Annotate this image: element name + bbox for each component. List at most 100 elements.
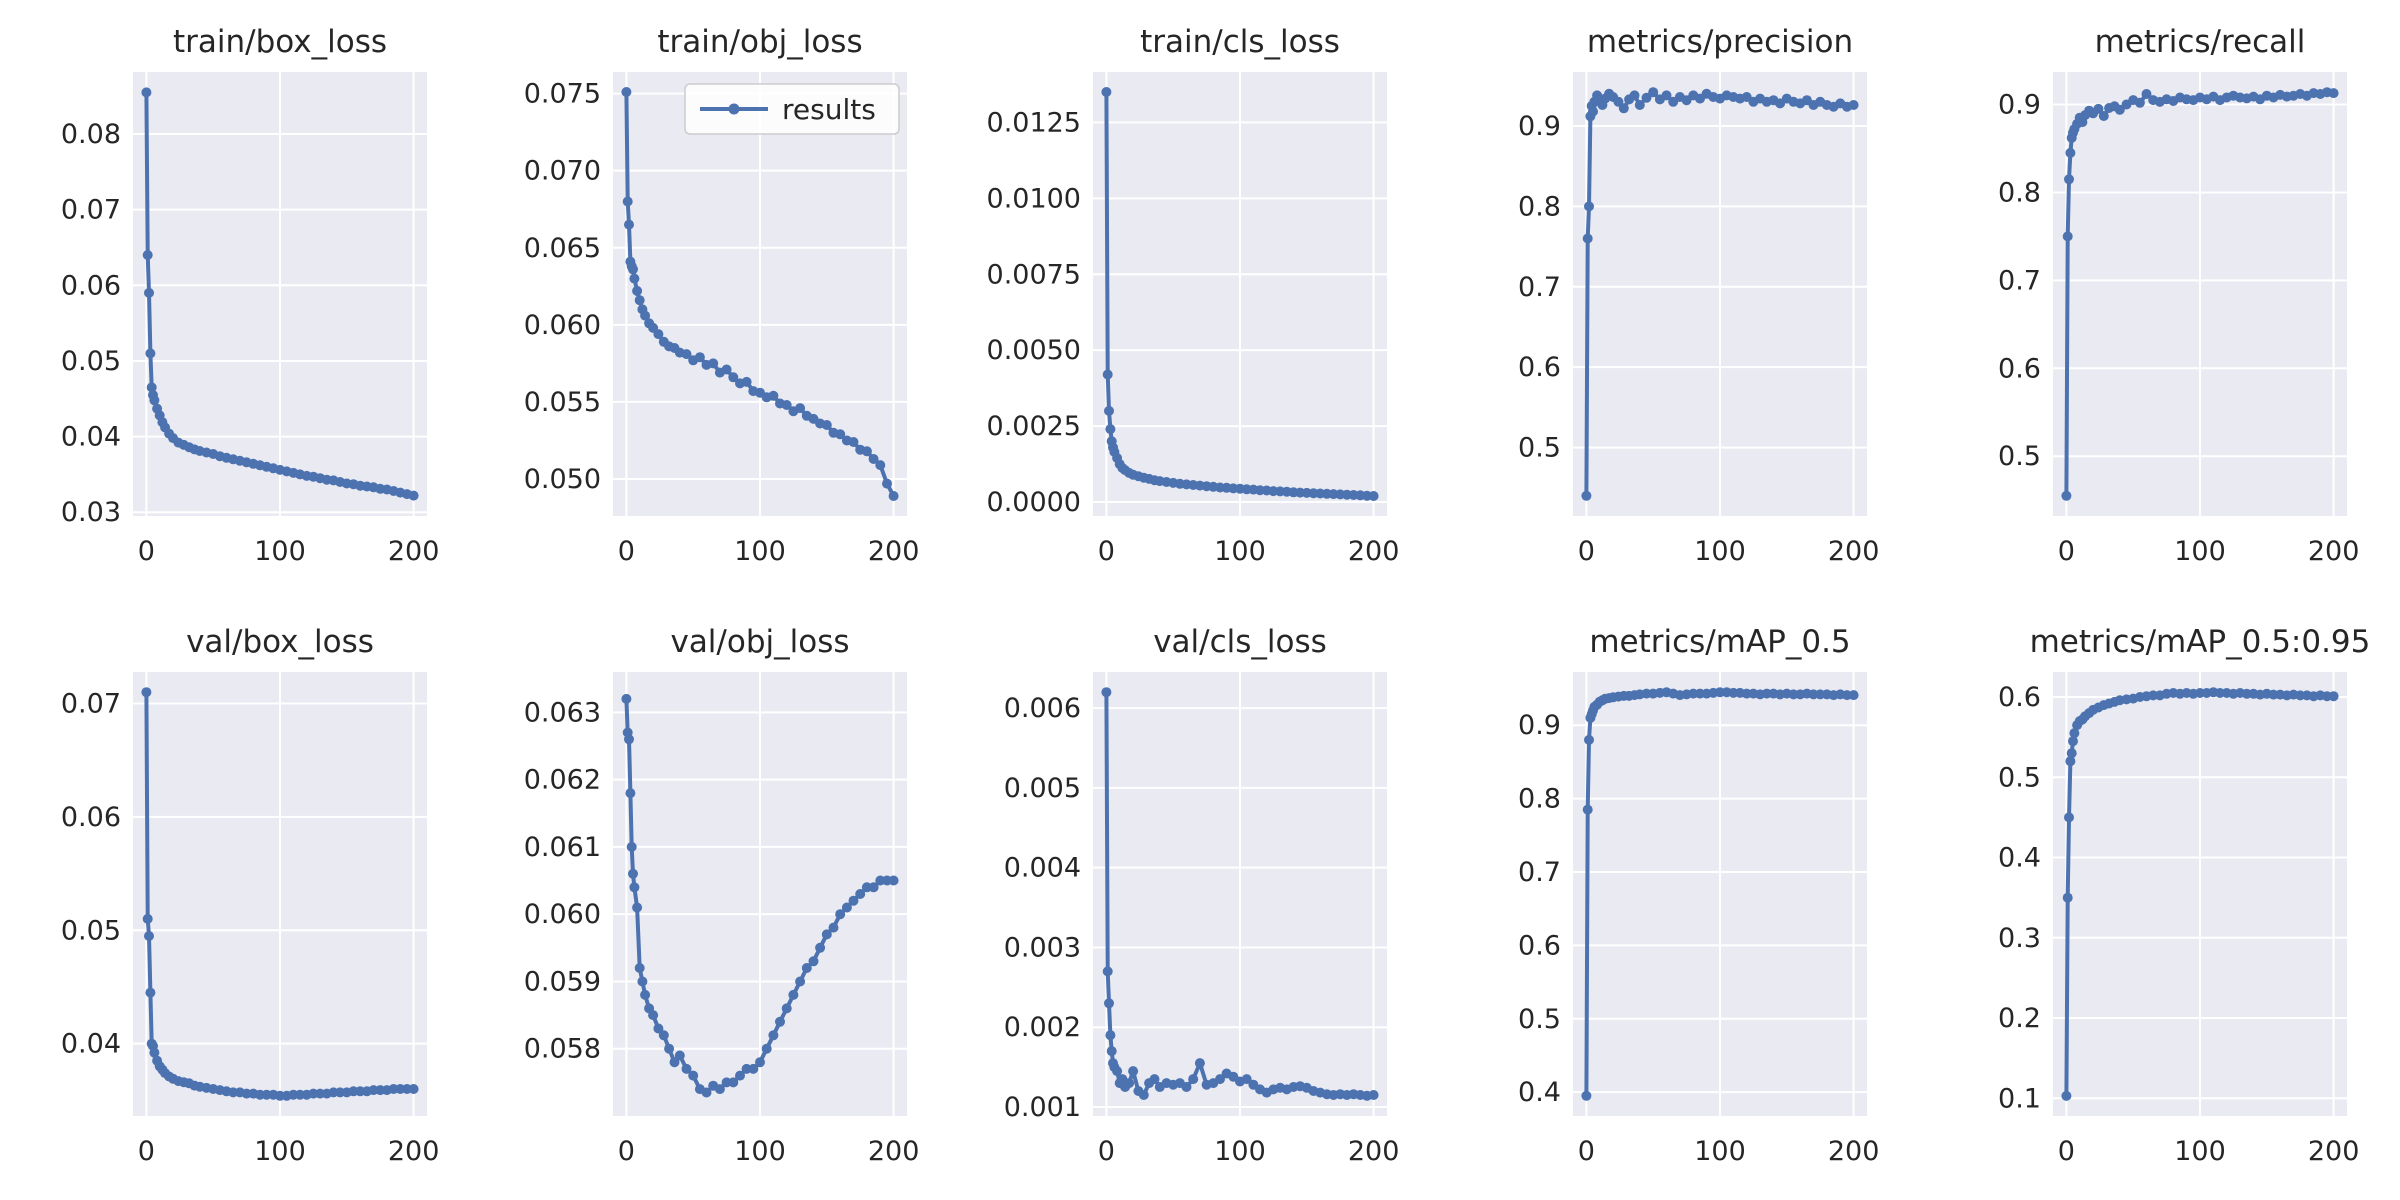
y-tick-label: 0.07 bbox=[61, 195, 121, 226]
data-point bbox=[781, 400, 792, 410]
x-tick-label: 200 bbox=[1348, 1136, 1400, 1167]
data-point bbox=[1104, 405, 1114, 416]
chart-title: val/obj_loss bbox=[670, 624, 849, 660]
y-tick-label: 0.4 bbox=[1518, 1077, 1561, 1108]
chart-title: metrics/mAP_0.5:0.95 bbox=[2030, 624, 2371, 660]
data-point bbox=[848, 437, 859, 447]
x-tick-label: 200 bbox=[1828, 1136, 1880, 1167]
x-tick-label: 0 bbox=[138, 536, 155, 567]
data-point bbox=[1101, 687, 1112, 698]
data-point bbox=[2064, 174, 2074, 185]
y-tick-label: 0.2 bbox=[1998, 1003, 2041, 1034]
x-tick-label: 0 bbox=[1578, 1136, 1595, 1167]
y-tick-label: 0.002 bbox=[1004, 1012, 1081, 1043]
data-point bbox=[2065, 756, 2076, 767]
data-point bbox=[882, 478, 892, 489]
data-point bbox=[801, 963, 812, 973]
chart-title: val/cls_loss bbox=[1153, 624, 1327, 660]
x-tick-label: 0 bbox=[618, 1136, 635, 1167]
chart-title: metrics/recall bbox=[2095, 24, 2306, 60]
data-point bbox=[795, 403, 806, 414]
x-tick-label: 100 bbox=[2174, 536, 2226, 567]
y-tick-label: 0.060 bbox=[524, 310, 601, 341]
data-point bbox=[815, 942, 826, 953]
data-point bbox=[628, 264, 638, 275]
data-point bbox=[634, 295, 645, 306]
y-tick-label: 0.05 bbox=[61, 346, 121, 377]
data-point bbox=[1848, 100, 1859, 110]
data-point bbox=[622, 196, 633, 207]
data-point bbox=[2098, 111, 2109, 121]
legend-marker-icon bbox=[728, 103, 740, 115]
data-point bbox=[142, 913, 153, 924]
series-markers bbox=[621, 87, 899, 501]
chart-title: metrics/mAP_0.5 bbox=[1589, 624, 1850, 660]
chart-canvas-train-obj-loss: 0.050 0.055 0.060 0.065 0.070 0.075 0 100 200 tra… bbox=[524, 24, 920, 567]
data-point bbox=[835, 909, 846, 920]
data-point bbox=[2134, 97, 2145, 108]
y-tick-label: 0.004 bbox=[1004, 853, 1081, 884]
data-point bbox=[775, 1016, 785, 1027]
data-point bbox=[1368, 491, 1379, 501]
x-tick-label: 100 bbox=[254, 1136, 306, 1167]
x-tick-label: 0 bbox=[618, 536, 635, 567]
data-point bbox=[694, 352, 705, 363]
y-tick-label: 0.5 bbox=[1518, 433, 1561, 464]
x-tick-label: 100 bbox=[1694, 536, 1746, 567]
y-tick-label: 0.063 bbox=[524, 697, 601, 728]
data-point bbox=[629, 882, 640, 893]
data-point bbox=[795, 976, 806, 987]
y-tick-label: 0.06 bbox=[61, 270, 121, 301]
y-tick-label: 0.058 bbox=[524, 1034, 601, 1065]
chart-title: train/obj_loss bbox=[657, 24, 862, 60]
data-point bbox=[1106, 1046, 1117, 1057]
chart-canvas-metrics-recall: 0.5 0.6 0.7 0.8 0.9 0 100 200 metrics/recall bbox=[1998, 24, 2359, 567]
data-point bbox=[1105, 1030, 1116, 1041]
data-point bbox=[2328, 691, 2339, 702]
y-tick-label: 0.8 bbox=[1998, 177, 2041, 208]
y-tick-label: 0.062 bbox=[524, 765, 601, 796]
data-point bbox=[1104, 998, 1114, 1009]
data-point bbox=[2065, 147, 2076, 158]
y-tick-label: 0.03 bbox=[61, 497, 121, 528]
data-point bbox=[788, 989, 799, 1000]
data-point bbox=[669, 1057, 680, 1068]
data-point bbox=[624, 219, 634, 230]
subplot-metrics-recall: 0.5 0.6 0.7 0.8 0.9 0 100 200 metrics/recall bbox=[1920, 0, 2400, 600]
y-tick-label: 0.9 bbox=[1518, 111, 1561, 142]
data-point bbox=[735, 1070, 745, 1081]
y-tick-label: 0.061 bbox=[524, 832, 601, 863]
data-point bbox=[888, 491, 899, 501]
data-point bbox=[2066, 748, 2077, 759]
data-point bbox=[835, 429, 846, 440]
chart-canvas-metrics-precision: 0.5 0.6 0.7 0.8 0.9 0 100 200 metrics/precision bbox=[1518, 24, 1879, 567]
legend-label: results bbox=[782, 93, 876, 126]
data-point bbox=[868, 882, 879, 893]
data-point bbox=[1112, 1066, 1123, 1077]
data-point bbox=[637, 976, 648, 987]
data-point bbox=[1661, 90, 1672, 101]
data-point bbox=[141, 87, 152, 98]
subplot-metrics-map50: 0.4 0.5 0.6 0.7 0.8 0.9 0 100 200 metrics/mAP_0.5 bbox=[1440, 600, 1920, 1200]
data-point bbox=[653, 329, 664, 340]
y-tick-label: 0.4 bbox=[1998, 843, 2041, 874]
data-point bbox=[144, 287, 154, 298]
chart-title: metrics/precision bbox=[1587, 24, 1853, 60]
y-tick-label: 0.0050 bbox=[987, 335, 1081, 366]
data-point bbox=[1124, 1078, 1135, 1089]
chart-title: val/box_loss bbox=[186, 624, 374, 660]
y-tick-label: 0.6 bbox=[1518, 930, 1561, 961]
y-tick-label: 0.04 bbox=[61, 422, 121, 453]
data-point bbox=[821, 420, 832, 430]
y-tick-label: 0.06 bbox=[61, 802, 121, 833]
data-point bbox=[1241, 1074, 1252, 1085]
y-tick-label: 0.006 bbox=[1004, 693, 1081, 724]
y-tick-label: 0.8 bbox=[1518, 784, 1561, 815]
x-tick-label: 200 bbox=[1348, 536, 1400, 567]
chart-canvas-val-box-loss: 0.04 0.05 0.06 0.07 0 100 200 val/box_loss bbox=[61, 624, 440, 1167]
data-point bbox=[681, 1063, 692, 1074]
data-point bbox=[2328, 88, 2339, 99]
x-tick-label: 200 bbox=[388, 1136, 440, 1167]
data-point bbox=[755, 1057, 765, 1068]
data-point bbox=[145, 987, 156, 998]
